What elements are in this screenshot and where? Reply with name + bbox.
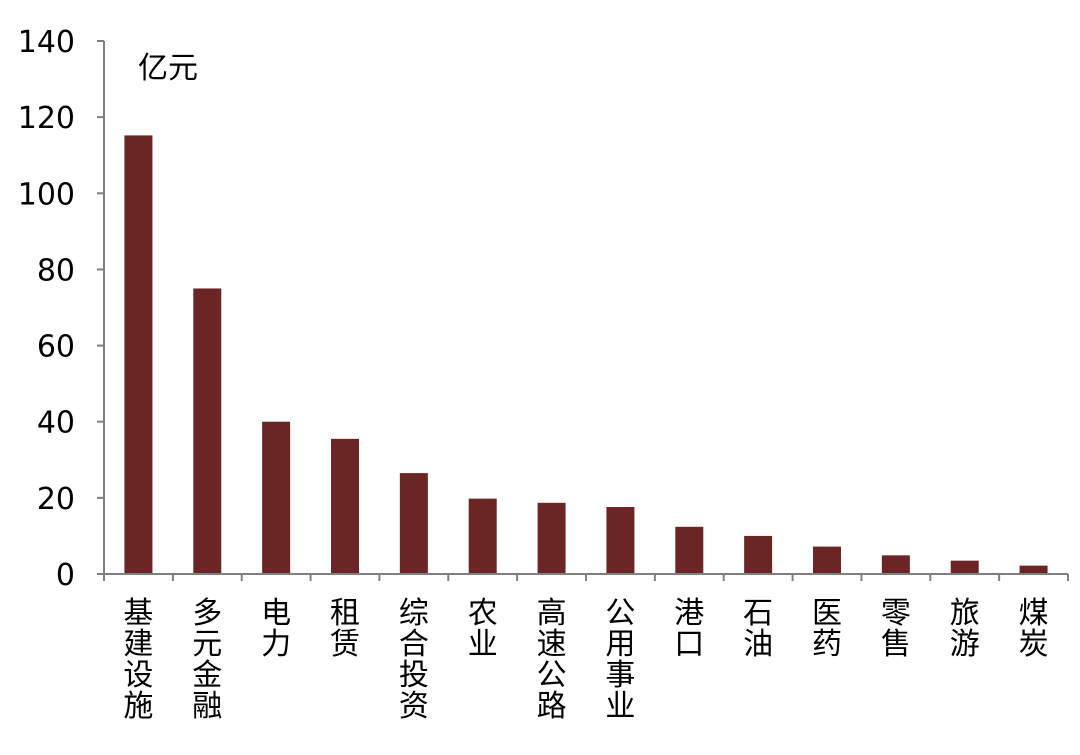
x-category-label: 医药: [812, 596, 842, 662]
y-axis-ticks: 0 20 40 60 80 100 120 140: [18, 25, 104, 593]
x-category-label: 租赁: [330, 596, 360, 662]
bar: [606, 506, 635, 574]
x-axis-ticks: [103, 574, 1069, 581]
x-category-label: 基建设施: [123, 596, 153, 724]
x-category-label: 电力: [261, 596, 291, 662]
bar: [399, 473, 428, 574]
x-category-label: 石油: [743, 596, 773, 662]
x-category-label: 煤炭: [1019, 596, 1049, 662]
x-category-label: 港口: [674, 596, 704, 662]
y-unit-label: 亿元: [138, 51, 198, 86]
y-tick-label: 40: [37, 406, 75, 441]
bar: [262, 421, 291, 574]
bar: [537, 502, 566, 574]
x-category-label: 旅游: [950, 596, 980, 662]
y-tick-label: 60: [37, 330, 75, 365]
x-category-label: 综合投资: [399, 596, 429, 724]
y-tick-label: 140: [18, 25, 75, 60]
bar: [813, 546, 841, 574]
bars: [124, 135, 1048, 575]
y-tick-label: 120: [18, 101, 75, 136]
bar: [468, 498, 497, 574]
bar: [1019, 565, 1048, 574]
bar: [744, 535, 773, 574]
bar: [193, 288, 222, 574]
x-category-label: 农业: [468, 596, 498, 662]
y-tick-label: 80: [37, 253, 75, 288]
y-tick-label: 0: [56, 558, 75, 593]
y-tick-label: 20: [37, 482, 75, 517]
x-category-label: 零售: [881, 596, 911, 662]
x-category-label: 高速公路: [537, 596, 567, 724]
y-tick-label: 100: [18, 177, 75, 212]
bar: [331, 438, 359, 574]
bar: [675, 526, 704, 574]
x-category-label: 多元金融: [192, 596, 222, 724]
bar: [950, 560, 979, 574]
bar: [124, 135, 153, 575]
bar: [881, 555, 910, 574]
axes: [103, 41, 1068, 575]
x-category-label: 公用事业: [605, 596, 635, 724]
